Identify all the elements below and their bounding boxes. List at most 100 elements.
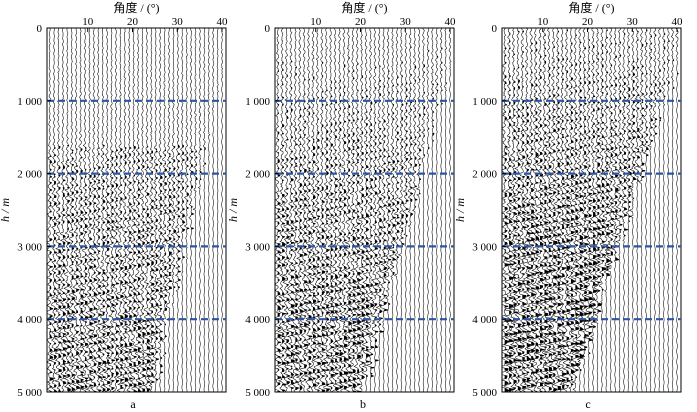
depth-tick-label: 2 000 <box>472 169 497 181</box>
seismic-trace <box>561 28 572 392</box>
trace-peak-fill <box>304 78 309 381</box>
trace-peak-fill <box>295 66 299 390</box>
trace-peak-fill <box>348 57 353 392</box>
trace-peak-fill <box>615 42 619 261</box>
trace-peak-fill <box>522 30 527 389</box>
trace-peak-fill <box>67 144 71 392</box>
trace-peak-fill <box>186 152 189 230</box>
trace-peak-fill <box>89 168 93 387</box>
angle-axis-title: 角度 / (°) <box>568 0 614 15</box>
seismic-trace <box>637 28 646 392</box>
trace-peak-fill <box>133 146 138 392</box>
trace-peak-fill <box>441 47 443 105</box>
seismic-trace <box>365 28 375 392</box>
depth-tick-label: 1 000 <box>472 96 497 108</box>
trace-peak-fill <box>544 34 550 392</box>
depth-axis-title: h / m <box>453 198 467 222</box>
trace-peak-fill <box>361 75 366 380</box>
depth-tick-label: 1 000 <box>17 96 42 108</box>
trace-peak-fill <box>597 52 602 312</box>
seismic-trace <box>161 28 169 392</box>
seismic-trace <box>407 28 414 392</box>
trace-peak-fill <box>540 56 545 392</box>
seismic-trace <box>602 28 612 392</box>
seismic-trace <box>212 28 215 392</box>
trace-peak-fill <box>335 81 339 390</box>
trace-peak-fill <box>509 33 514 392</box>
trace-peak-fill <box>352 70 357 392</box>
trace-peak-fill <box>85 147 89 392</box>
panel-frame <box>501 27 682 393</box>
trace-peak-fill <box>155 148 159 381</box>
trace-peak-fill <box>610 42 615 263</box>
trace-peak-fill <box>326 89 330 392</box>
trace-peak-fill <box>531 42 536 392</box>
trace-peak-fill <box>436 56 439 106</box>
trace-peak-fill <box>93 167 98 392</box>
trace-peak-fill <box>414 65 418 208</box>
angle-tick-label: 30 <box>627 16 639 28</box>
trace-peak-fill <box>62 165 67 384</box>
trace-group <box>275 28 452 392</box>
trace-peak-fill <box>177 144 181 288</box>
trace-peak-fill <box>115 149 120 383</box>
trace-peak-fill <box>632 60 637 200</box>
trace-peak-fill <box>654 34 658 135</box>
seismic-trace <box>670 28 675 392</box>
seismic-trace <box>192 28 198 392</box>
angle-tick-label: 30 <box>400 16 412 28</box>
seismic-trace <box>300 28 310 392</box>
seismic-trace <box>426 28 430 392</box>
trace-peak-fill <box>641 44 645 178</box>
trace-peak-fill <box>427 50 430 149</box>
trace-peak-fill <box>290 60 295 389</box>
angle-tick-label: 40 <box>672 16 684 28</box>
trace-peak-fill <box>557 30 563 390</box>
seismic-trace <box>370 28 380 392</box>
angle-tick-label: 20 <box>127 16 139 28</box>
angle-tick-label: 30 <box>172 16 184 28</box>
trace-peak-fill <box>160 155 163 374</box>
seismic-trace <box>384 28 392 392</box>
trace-peak-fill <box>71 149 76 392</box>
trace-peak-fill <box>129 147 133 387</box>
seismic-trace <box>291 28 300 392</box>
trace-peak-fill <box>343 64 348 389</box>
seismic-trace <box>133 28 143 392</box>
trace-peak-fill <box>199 148 202 180</box>
seismic-trace <box>335 28 344 392</box>
depth-tick-label: 3 000 <box>245 241 270 253</box>
trace-peak-fill <box>553 46 558 392</box>
seismic-trace <box>68 28 76 392</box>
seismic-trace <box>216 28 219 392</box>
trace-peak-fill <box>313 76 317 387</box>
trace-peak-fill <box>588 39 593 354</box>
seismic-trace <box>652 28 658 392</box>
trace-peak-fill <box>570 42 576 386</box>
depth-tick-label: 4 000 <box>17 314 42 326</box>
trace-peak-fill <box>566 29 571 387</box>
seismic-trace <box>188 28 195 392</box>
trace-peak-fill <box>548 66 554 390</box>
seismic-trace <box>379 28 389 392</box>
seismic-trace <box>202 28 207 392</box>
trace-peak-fill <box>299 108 304 390</box>
seismic-trace <box>412 28 418 392</box>
depth-tick-label: 5 000 <box>17 387 42 399</box>
trace-peak-fill <box>405 82 409 237</box>
seismic-trace <box>557 28 567 392</box>
trace-peak-fill <box>98 147 102 392</box>
trace-peak-fill <box>182 144 185 258</box>
trace-peak-fill <box>401 62 405 245</box>
trace-peak-fill <box>49 155 54 392</box>
seismic-trace <box>294 28 305 392</box>
trace-peak-fill <box>366 89 370 377</box>
trace-peak-fill <box>164 149 168 354</box>
seismic-trace <box>207 28 211 392</box>
seismic-trace <box>116 28 125 392</box>
depth-tick-label: 0 <box>37 23 43 35</box>
seismic-trace <box>421 28 426 392</box>
trace-peak-fill <box>659 69 662 122</box>
depth-tick-label: 5 000 <box>245 387 270 399</box>
